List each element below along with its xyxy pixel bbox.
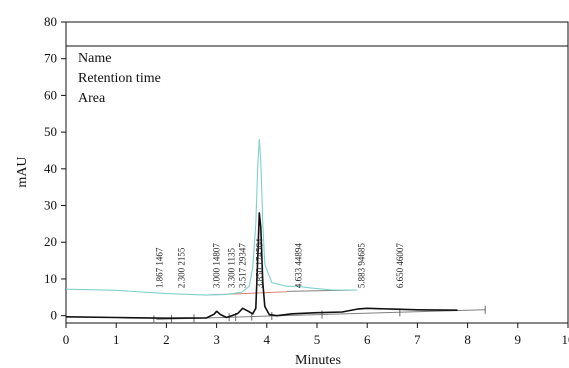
x-tick-label: 7	[414, 332, 421, 347]
legend-entry: Retention time	[78, 71, 161, 86]
peak-label: 3.517 29347	[238, 243, 248, 289]
peak-label: 4.633 44894	[294, 243, 304, 289]
peak-label: 6.650 46007	[395, 243, 405, 289]
x-axis-ticks: 0 1 2 3 4 5 6 7 8 9 10	[63, 323, 569, 347]
x-tick-label: 3	[213, 332, 220, 347]
baselines	[156, 289, 486, 320]
peak-label: 2.300 2155	[176, 247, 186, 288]
x-tick-label: 6	[364, 332, 371, 347]
peak-label: 3.850 174564	[254, 238, 264, 288]
plot-area	[65, 21, 569, 324]
y-axis-ticks: 0 10 20 30 40 50 60 70 80	[44, 14, 66, 323]
legend-entry: Name	[78, 51, 111, 66]
series-line	[65, 212, 458, 320]
baseline-segment	[156, 309, 486, 320]
y-tick-label: 40	[44, 161, 57, 176]
y-tick-label: 30	[44, 198, 57, 213]
y-axis-title: mAU	[15, 156, 30, 187]
peak-label: 3.300 1135	[227, 247, 237, 288]
x-tick-label: 5	[314, 332, 321, 347]
y-tick-label: 70	[44, 51, 57, 66]
peak-annotations: 1.867 1467 2.300 2155 3.000 14807 3.300 113…	[155, 238, 405, 288]
y-tick-label: 10	[44, 271, 57, 286]
y-tick-label: 50	[44, 124, 57, 139]
x-tick-label: 0	[63, 332, 70, 347]
peak-label: 5.883 94685	[356, 243, 366, 289]
x-tick-label: 2	[163, 332, 170, 347]
series-lines	[65, 138, 458, 320]
y-tick-label: 60	[44, 87, 57, 102]
y-tick-label: 80	[44, 14, 57, 29]
x-tick-label: 1	[113, 332, 120, 347]
legend-entry: Area	[78, 91, 106, 106]
x-tick-label: 10	[562, 332, 569, 347]
legend: Name Retention time Area	[78, 51, 161, 106]
plot-frame	[65, 21, 569, 324]
y-tick-label: 20	[44, 234, 57, 249]
peak-label: 1.867 1467	[155, 247, 165, 288]
x-axis-title: Minutes	[295, 353, 341, 368]
y-tick-label: 0	[51, 308, 58, 323]
series-line	[65, 138, 358, 296]
x-tick-label: 9	[515, 332, 522, 347]
x-tick-label: 8	[464, 332, 471, 347]
peak-label: 3.000 14807	[212, 243, 222, 289]
x-tick-label: 4	[264, 332, 271, 347]
